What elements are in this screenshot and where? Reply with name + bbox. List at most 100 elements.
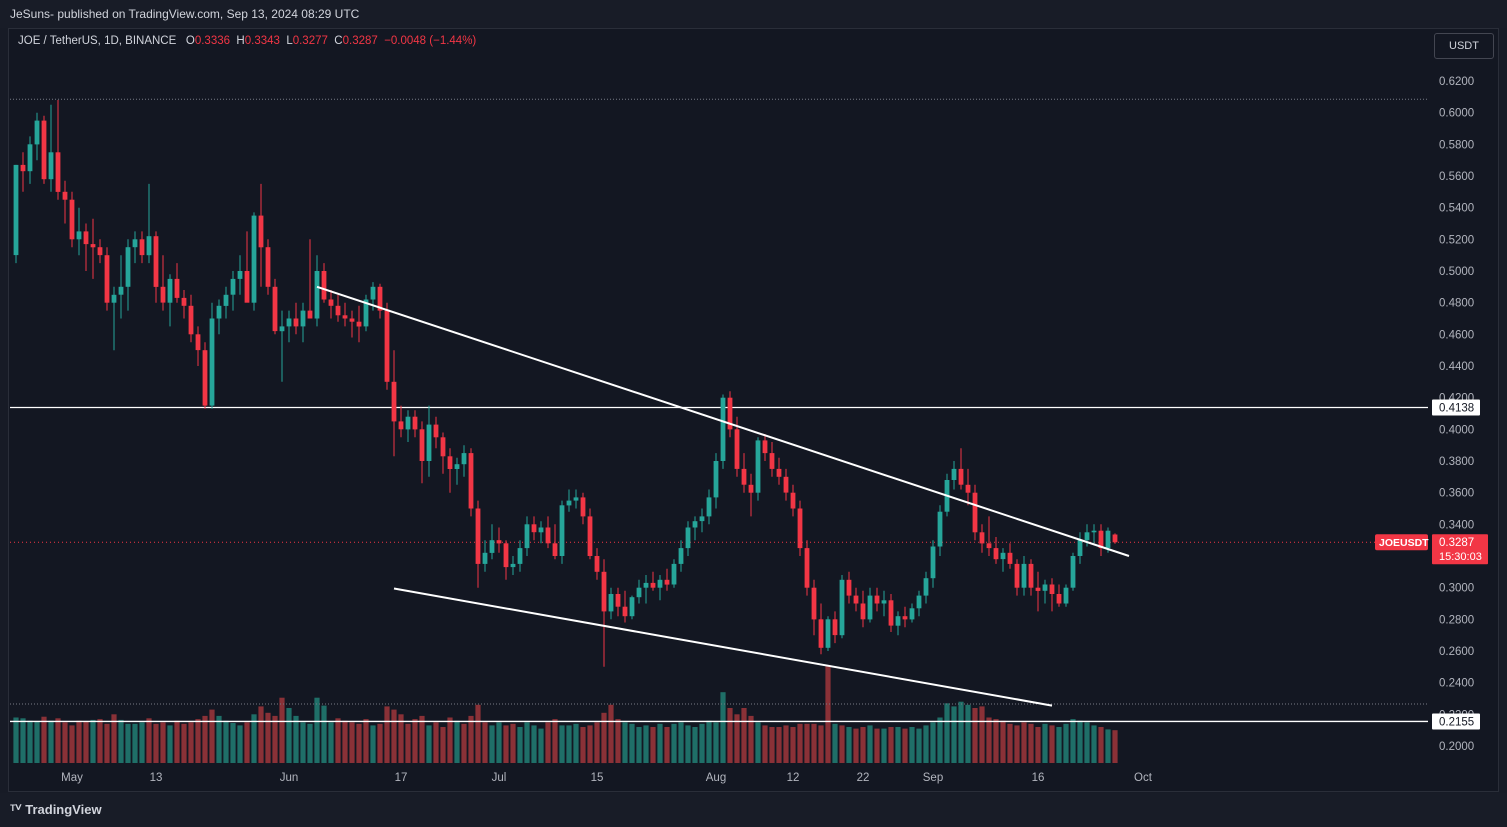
trendlines[interactable] <box>316 285 1130 707</box>
candle[interactable] <box>426 405 432 477</box>
candle[interactable] <box>587 508 593 560</box>
candle[interactable] <box>20 152 26 192</box>
candle[interactable] <box>692 516 698 541</box>
candle[interactable] <box>601 559 607 667</box>
candle[interactable] <box>797 500 803 556</box>
candle[interactable] <box>1049 578 1055 612</box>
candle[interactable] <box>265 239 271 295</box>
candle[interactable] <box>104 247 110 311</box>
candle[interactable] <box>13 164 19 264</box>
candle[interactable] <box>188 294 194 343</box>
candle[interactable] <box>580 492 586 525</box>
time-axis[interactable]: May 13 Jun 17 Jul 15 Aug 12 22 Sep 16 Oct <box>61 772 1153 784</box>
candle[interactable] <box>860 590 866 628</box>
candle[interactable] <box>433 416 439 449</box>
candle[interactable] <box>874 587 880 612</box>
candle[interactable] <box>923 571 929 604</box>
candle[interactable] <box>706 489 712 525</box>
candle[interactable] <box>783 468 789 501</box>
candle[interactable] <box>902 606 908 628</box>
candle[interactable] <box>965 468 971 506</box>
candle[interactable] <box>825 616 831 651</box>
candle[interactable] <box>1014 559 1020 596</box>
horizontal-levels[interactable] <box>10 98 1428 723</box>
candle[interactable] <box>909 603 915 623</box>
candle[interactable] <box>748 473 754 517</box>
candle[interactable] <box>888 594 894 632</box>
candle[interactable] <box>209 302 215 409</box>
candle[interactable] <box>1056 584 1062 607</box>
candle[interactable] <box>419 421 425 484</box>
candle[interactable] <box>244 231 250 303</box>
candle[interactable] <box>853 587 859 612</box>
candle[interactable] <box>1007 543 1013 569</box>
candle[interactable] <box>1091 524 1097 544</box>
candle[interactable] <box>398 405 404 438</box>
symbol-label[interactable]: JOE / TetherUS, 1D, BINANCE <box>18 35 177 47</box>
candle[interactable] <box>727 391 733 438</box>
candle[interactable] <box>118 255 124 319</box>
candle[interactable] <box>440 432 446 474</box>
candle[interactable] <box>195 326 201 366</box>
candle[interactable] <box>937 505 943 556</box>
candle[interactable] <box>615 587 621 617</box>
candle[interactable] <box>846 571 852 604</box>
candle[interactable] <box>489 524 495 560</box>
candle[interactable] <box>510 556 516 575</box>
candle[interactable] <box>258 183 264 287</box>
candle[interactable] <box>405 410 411 442</box>
candle[interactable] <box>713 453 719 509</box>
candle[interactable] <box>538 521 544 544</box>
candle[interactable] <box>608 587 614 620</box>
candle[interactable] <box>951 461 957 490</box>
candle[interactable] <box>377 283 383 319</box>
candle[interactable] <box>804 540 810 596</box>
candle[interactable] <box>174 263 180 303</box>
candle[interactable] <box>1070 552 1076 591</box>
candle[interactable] <box>867 587 873 623</box>
candle[interactable] <box>629 595 635 620</box>
candle[interactable] <box>475 500 481 588</box>
candle[interactable] <box>531 516 537 541</box>
candle[interactable] <box>776 457 782 485</box>
candle[interactable] <box>55 100 61 200</box>
candle[interactable] <box>62 180 68 224</box>
currency-button[interactable]: USDT <box>1434 33 1494 59</box>
candle[interactable] <box>363 294 369 332</box>
candle[interactable] <box>76 207 82 256</box>
candle[interactable] <box>1000 548 1006 572</box>
candle[interactable] <box>881 590 887 617</box>
candle[interactable] <box>279 310 285 382</box>
candle[interactable] <box>286 310 292 343</box>
candle[interactable] <box>657 575 663 601</box>
candle[interactable] <box>314 255 320 327</box>
candle[interactable] <box>335 294 341 322</box>
candle[interactable] <box>1063 584 1069 607</box>
candle[interactable] <box>622 590 628 623</box>
price-axis[interactable]: 0.6200 0.6000 0.5800 0.5600 0.5400 0.5200 0.50… <box>1439 76 1474 753</box>
candle[interactable] <box>545 516 551 549</box>
candle[interactable] <box>139 231 145 264</box>
candle[interactable] <box>699 508 705 533</box>
candle[interactable] <box>153 231 159 303</box>
candle[interactable] <box>671 559 677 588</box>
candle[interactable] <box>720 394 726 469</box>
candle[interactable] <box>755 437 761 501</box>
candle[interactable] <box>111 286 117 351</box>
candle[interactable] <box>342 302 348 327</box>
candle[interactable] <box>412 410 418 438</box>
candle[interactable] <box>1028 559 1034 596</box>
candle[interactable] <box>237 255 243 295</box>
candle[interactable] <box>496 527 502 553</box>
candle[interactable] <box>559 500 565 564</box>
candle[interactable] <box>69 191 75 248</box>
candle[interactable] <box>216 299 222 335</box>
candle[interactable] <box>993 537 999 564</box>
candle[interactable] <box>454 457 460 485</box>
candle[interactable] <box>685 521 691 556</box>
candle[interactable] <box>839 575 845 639</box>
candle[interactable] <box>202 342 208 409</box>
candle[interactable] <box>293 302 299 335</box>
candle[interactable] <box>447 448 453 493</box>
